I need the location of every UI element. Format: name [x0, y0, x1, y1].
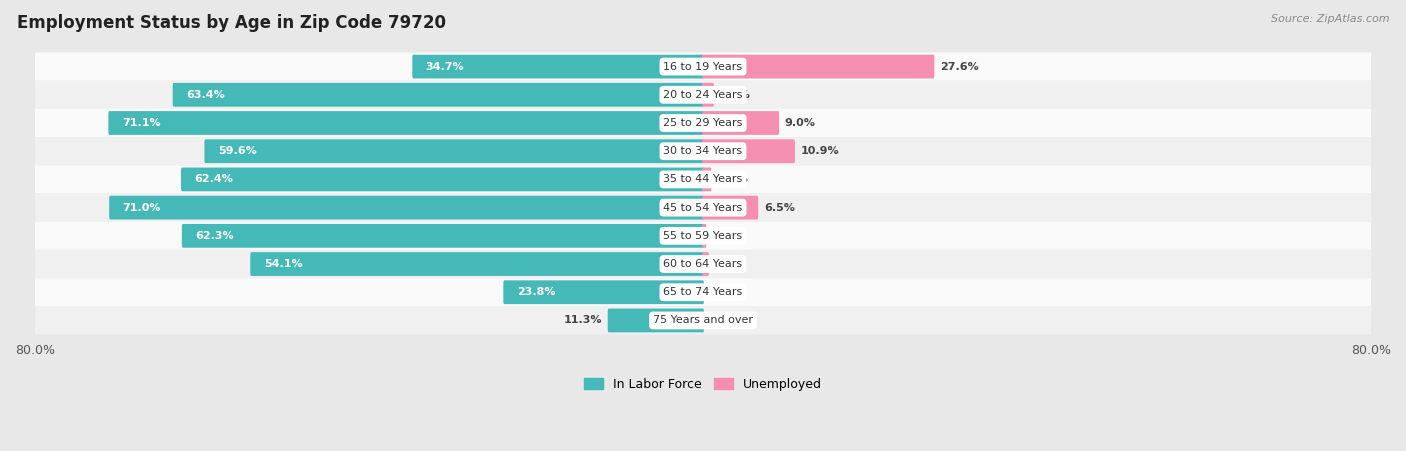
Text: 0.6%: 0.6%	[714, 259, 745, 269]
Text: 62.3%: 62.3%	[195, 231, 233, 241]
Text: 54.1%: 54.1%	[264, 259, 302, 269]
FancyBboxPatch shape	[250, 252, 704, 276]
Text: 59.6%: 59.6%	[218, 146, 257, 156]
FancyBboxPatch shape	[173, 83, 704, 107]
FancyBboxPatch shape	[35, 278, 1371, 306]
Text: 0.3%: 0.3%	[713, 231, 742, 241]
Text: 65 to 74 Years: 65 to 74 Years	[664, 287, 742, 297]
FancyBboxPatch shape	[181, 167, 704, 191]
FancyBboxPatch shape	[35, 52, 1371, 81]
FancyBboxPatch shape	[35, 109, 1371, 137]
Text: 60 to 64 Years: 60 to 64 Years	[664, 259, 742, 269]
FancyBboxPatch shape	[35, 250, 1371, 278]
FancyBboxPatch shape	[702, 83, 714, 107]
Text: 20 to 24 Years: 20 to 24 Years	[664, 90, 742, 100]
FancyBboxPatch shape	[35, 137, 1371, 166]
Text: 75 Years and over: 75 Years and over	[652, 315, 754, 326]
FancyBboxPatch shape	[412, 55, 704, 78]
Text: 35 to 44 Years: 35 to 44 Years	[664, 175, 742, 184]
FancyBboxPatch shape	[35, 81, 1371, 109]
Text: 0.0%: 0.0%	[710, 315, 741, 326]
Text: 6.5%: 6.5%	[763, 202, 794, 212]
FancyBboxPatch shape	[702, 252, 709, 276]
Text: 71.0%: 71.0%	[122, 202, 162, 212]
FancyBboxPatch shape	[35, 166, 1371, 193]
Text: 71.1%: 71.1%	[122, 118, 160, 128]
FancyBboxPatch shape	[108, 111, 704, 135]
FancyBboxPatch shape	[702, 196, 758, 220]
Text: 45 to 54 Years: 45 to 54 Years	[664, 202, 742, 212]
Text: 9.0%: 9.0%	[785, 118, 815, 128]
FancyBboxPatch shape	[181, 224, 704, 248]
Text: 11.3%: 11.3%	[564, 315, 602, 326]
Text: 0.9%: 0.9%	[717, 175, 748, 184]
Text: 23.8%: 23.8%	[517, 287, 555, 297]
Text: Employment Status by Age in Zip Code 79720: Employment Status by Age in Zip Code 797…	[17, 14, 446, 32]
Text: 10.9%: 10.9%	[800, 146, 839, 156]
Text: 34.7%: 34.7%	[426, 62, 464, 72]
Text: Source: ZipAtlas.com: Source: ZipAtlas.com	[1271, 14, 1389, 23]
Text: 62.4%: 62.4%	[194, 175, 233, 184]
FancyBboxPatch shape	[35, 193, 1371, 222]
Text: 1.2%: 1.2%	[720, 90, 751, 100]
Text: 25 to 29 Years: 25 to 29 Years	[664, 118, 742, 128]
FancyBboxPatch shape	[607, 308, 704, 332]
FancyBboxPatch shape	[35, 222, 1371, 250]
Text: 27.6%: 27.6%	[941, 62, 979, 72]
FancyBboxPatch shape	[110, 196, 704, 220]
Text: 63.4%: 63.4%	[186, 90, 225, 100]
FancyBboxPatch shape	[35, 306, 1371, 335]
FancyBboxPatch shape	[702, 167, 711, 191]
Text: 30 to 34 Years: 30 to 34 Years	[664, 146, 742, 156]
Text: 55 to 59 Years: 55 to 59 Years	[664, 231, 742, 241]
FancyBboxPatch shape	[702, 139, 794, 163]
Legend: In Labor Force, Unemployed: In Labor Force, Unemployed	[579, 373, 827, 396]
FancyBboxPatch shape	[503, 281, 704, 304]
FancyBboxPatch shape	[702, 224, 706, 248]
Text: 16 to 19 Years: 16 to 19 Years	[664, 62, 742, 72]
FancyBboxPatch shape	[702, 111, 779, 135]
FancyBboxPatch shape	[204, 139, 704, 163]
FancyBboxPatch shape	[702, 55, 935, 78]
Text: 0.0%: 0.0%	[710, 287, 741, 297]
